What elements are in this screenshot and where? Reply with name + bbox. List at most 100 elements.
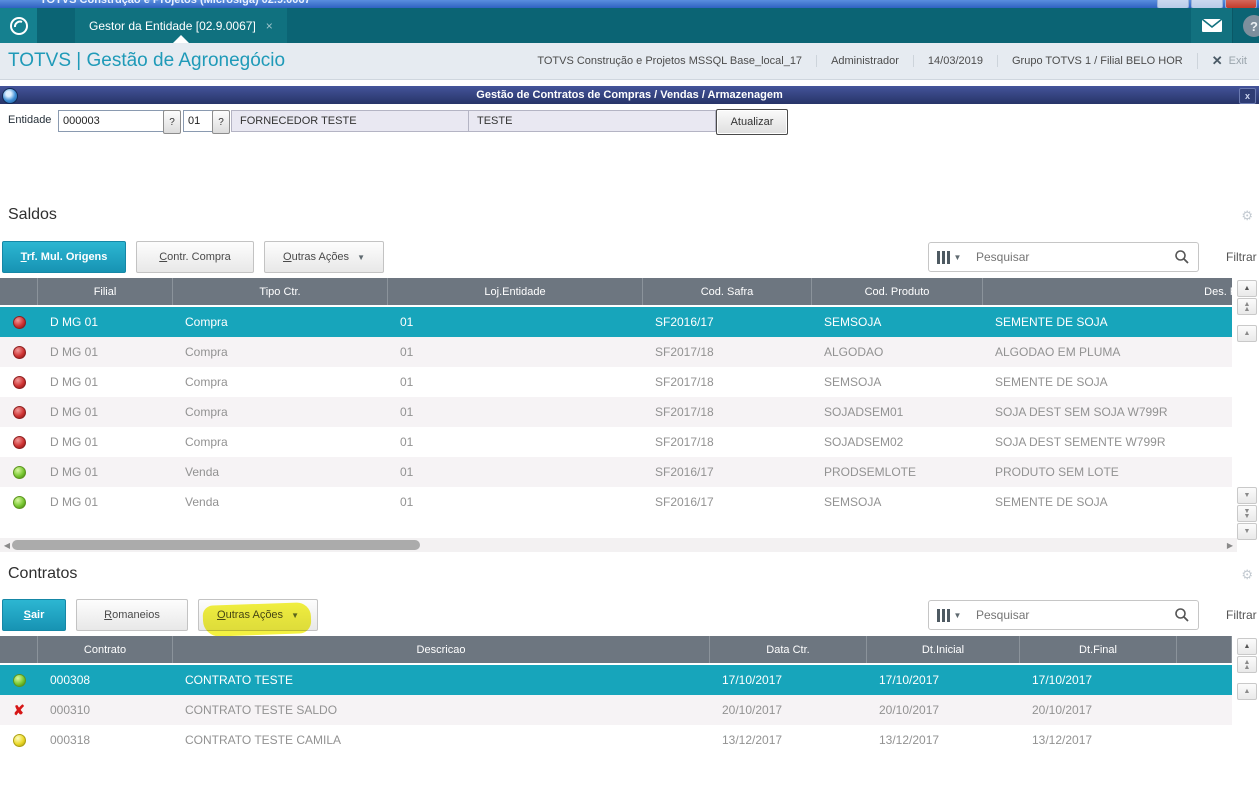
saldos-vertical-scrollbar[interactable]: ▲ ▲ ▲ ▲ [1237, 279, 1257, 343]
entity-code-input[interactable] [58, 110, 168, 132]
scroll-top-icon[interactable]: ▲ [1237, 638, 1257, 655]
column-header-contrato[interactable]: Contrato [38, 636, 173, 663]
column-header-status[interactable] [0, 636, 38, 663]
saldos-cell: SEMENTE DE SOJA [995, 375, 1108, 389]
column-header-status[interactable] [0, 278, 38, 305]
saldos-row[interactable]: D MG 01 Compra 01 SF2017/18 SOJADSEM01 SOJA D… [0, 397, 1232, 427]
saldos-grid-header: Filial Tipo Ctr. Loj.Entidade Cod. Safra… [0, 278, 1232, 307]
saldos-columns-button[interactable]: ▼ [928, 242, 970, 272]
contratos-filtrar-link[interactable]: Filtrar [1226, 608, 1257, 622]
saldos-gear-icon[interactable]: ⚙ [1241, 208, 1253, 223]
saldos-cell: SF2017/18 [655, 345, 714, 359]
status-red-icon [0, 427, 38, 457]
contratos-section-title: Contratos [8, 565, 78, 582]
contratos-row[interactable]: ✘ 000310 CONTRATO TESTE SALDO 20/10/2017 20/… [0, 695, 1232, 725]
scrollbar-thumb[interactable] [12, 540, 420, 550]
status-red-icon [0, 337, 38, 367]
saldos-search-input[interactable] [968, 250, 1174, 264]
search-icon[interactable] [1174, 249, 1190, 265]
column-header-cod-produto[interactable]: Cod. Produto [812, 278, 983, 305]
saldos-cell: 01 [400, 315, 414, 329]
scroll-bottom-icon[interactable]: ▼ [1237, 523, 1257, 540]
contratos-cell [1177, 695, 1232, 725]
help-icon[interactable]: ? [1243, 15, 1259, 37]
contratos-grid-header: Contrato Descricao Data Ctr. Dt.Inicial … [0, 636, 1232, 665]
dialog-title: Gestão de Contratos de Compras / Vendas … [476, 89, 783, 101]
saldos-cell: SEMENTE DE SOJA [995, 315, 1108, 329]
column-header-filial[interactable]: Filial [38, 278, 173, 305]
saldos-cell: Compra [185, 315, 228, 329]
status-red-icon [0, 397, 38, 427]
trf-mul-origens-button[interactable]: Trf. Mul. Origens [2, 241, 126, 273]
environment-strip: TOTVS Construção e Projetos MSSQL Base_l… [523, 43, 1251, 79]
saldos-cell: D MG 01 [50, 435, 99, 449]
close-button[interactable] [1225, 0, 1257, 8]
contratos-columns-button[interactable]: ▼ [928, 600, 970, 630]
dialog-icon [2, 88, 18, 104]
mail-icon[interactable] [1191, 8, 1233, 43]
saldos-row[interactable]: D MG 01 Venda 01 SF2016/17 PRODSEMLOTE PRODUT… [0, 457, 1232, 487]
column-header-extra[interactable] [1177, 636, 1232, 663]
scroll-up-icon[interactable]: ▲ [1237, 325, 1257, 342]
column-header-dt-inicial[interactable]: Dt.Inicial [867, 636, 1020, 663]
saldos-filtrar-link[interactable]: Filtrar [1226, 250, 1257, 264]
scroll-pagedown-icon[interactable]: ▼ ▼ [1237, 505, 1257, 522]
scroll-down-icon[interactable]: ▼ [1237, 487, 1257, 504]
tab-close-icon[interactable]: × [265, 18, 273, 33]
column-header-tipo-ctr[interactable]: Tipo Ctr. [173, 278, 388, 305]
saldos-horizontal-scrollbar[interactable]: ◀ ▶ [0, 538, 1237, 552]
contratos-search-input[interactable] [968, 608, 1174, 622]
contr-compra-button[interactable]: Contr. Compra [136, 241, 254, 273]
romaneios-button[interactable]: Romaneios [76, 599, 188, 631]
scroll-right-icon[interactable]: ▶ [1226, 540, 1233, 550]
scroll-up-icon[interactable]: ▲ [1237, 683, 1257, 700]
contratos-row[interactable]: 000308 CONTRATO TESTE 17/10/2017 17/10/2017… [0, 665, 1232, 695]
scroll-left-icon[interactable]: ◀ [3, 540, 11, 550]
tab-bar: Gestor da Entidade [02.9.0067] × ? [0, 8, 1259, 43]
contratos-gear-icon[interactable]: ⚙ [1241, 567, 1253, 582]
saldos-row[interactable]: D MG 01 Compra 01 SF2017/18 SOJADSEM02 SOJA D… [0, 427, 1232, 457]
dialog-close-button[interactable]: x [1239, 88, 1256, 104]
contratos-cell: 000318 [50, 733, 91, 747]
contratos-vertical-scrollbar[interactable]: ▲ ▲ ▲ ▲ [1237, 637, 1257, 701]
column-header-cod-safra[interactable]: Cod. Safra [643, 278, 812, 305]
maximize-button[interactable] [1191, 0, 1223, 8]
saldos-vertical-scrollbar-bottom[interactable]: ▼ ▼ ▼ ▼ [1237, 486, 1257, 541]
saldos-cell: D MG 01 [50, 315, 99, 329]
saldos-row[interactable]: D MG 01 Venda 01 SF2016/17 SEMSOJA SEMENTE DE… [0, 487, 1232, 517]
exit-x-icon: ✕ [1211, 53, 1223, 68]
entity-label: Entidade [8, 114, 52, 126]
contratos-outras-acoes-button[interactable]: Outras Ações ▼ [198, 599, 318, 631]
saldos-cell: 01 [400, 465, 414, 479]
saldos-grid: Filial Tipo Ctr. Loj.Entidade Cod. Safra… [0, 278, 1232, 517]
saldos-row[interactable]: D MG 01 Compra 01 SF2017/18 ALGODAO ALGODAO E… [0, 337, 1232, 367]
status-green-icon [0, 457, 38, 487]
minimize-button[interactable] [1157, 0, 1189, 8]
contratos-row[interactable]: 000318 CONTRATO TESTE CAMILA 13/12/2017 13/… [0, 725, 1232, 755]
column-header-descricao[interactable]: Descricao [173, 636, 710, 663]
contratos-cell: 17/10/2017 [1032, 673, 1093, 687]
store-lookup-button[interactable]: ? [212, 110, 230, 134]
saldos-outras-acoes-button[interactable]: Outras Ações ▼ [264, 241, 384, 273]
saldos-row[interactable]: D MG 01 Compra 01 SF2017/18 SEMSOJA SEMENTE D… [0, 367, 1232, 397]
contratos-cell: 13/12/2017 [722, 733, 783, 747]
sair-button[interactable]: Sair [2, 599, 66, 631]
contratos-cell: 17/10/2017 [879, 673, 940, 687]
column-header-data-ctr[interactable]: Data Ctr. [710, 636, 867, 663]
scroll-pageup-icon[interactable]: ▲ ▲ [1237, 656, 1257, 673]
scroll-top-icon[interactable]: ▲ [1237, 280, 1257, 297]
column-header-des-produto[interactable]: Des. Pr [983, 278, 1232, 305]
scroll-pageup-icon[interactable]: ▲ ▲ [1237, 298, 1257, 315]
column-header-dt-final[interactable]: Dt.Final [1020, 636, 1177, 663]
exit-button[interactable]: ✕ Exit [1196, 53, 1251, 69]
atualizar-button[interactable]: Atualizar [716, 109, 788, 135]
saldos-cell: SF2016/17 [655, 315, 714, 329]
column-header-loj-entidade[interactable]: Loj.Entidade [388, 278, 643, 305]
tab-gestor-da-entidade[interactable]: Gestor da Entidade [02.9.0067] × [75, 8, 287, 43]
totvs-logo-icon[interactable] [0, 8, 37, 43]
saldos-cell: SF2016/17 [655, 495, 714, 509]
contratos-search-cluster: ▼ [928, 600, 1200, 630]
saldos-row[interactable]: D MG 01 Compra 01 SF2016/17 SEMSOJA SEMENTE D… [0, 307, 1232, 337]
entity-lookup-button[interactable]: ? [163, 110, 181, 134]
search-icon[interactable] [1174, 607, 1190, 623]
